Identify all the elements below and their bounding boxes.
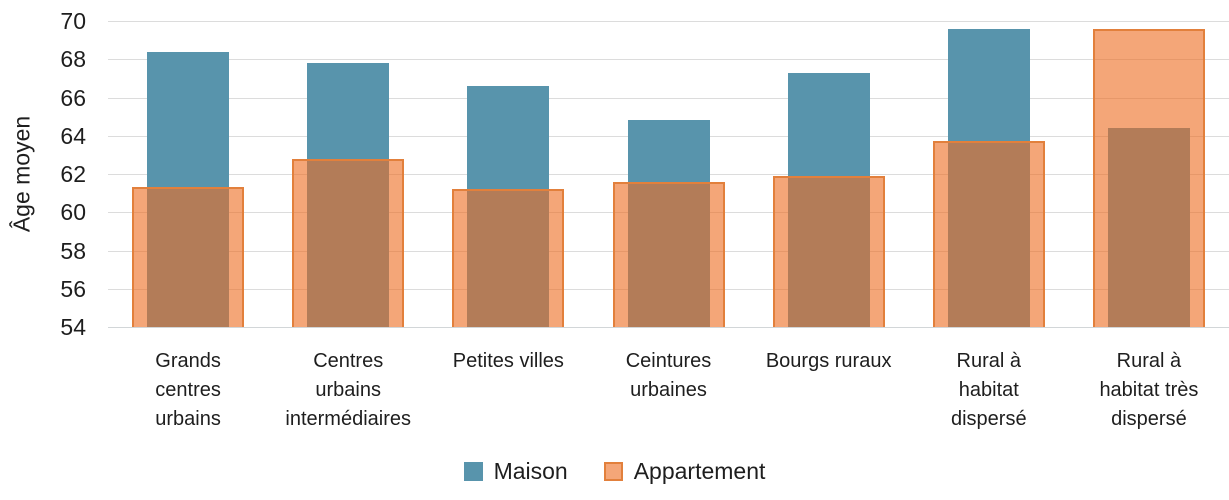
x-category-label: Bourgs ruraux xyxy=(765,350,892,372)
bar-appartement-0 xyxy=(132,187,245,327)
y-tick-label: 58 xyxy=(60,237,86,264)
y-tick-label: 64 xyxy=(60,122,86,149)
bar-appartement-3 xyxy=(612,181,725,327)
y-tick-label: 68 xyxy=(60,46,86,73)
legend-item-maison: Maison xyxy=(463,458,568,485)
x-category-label: Centres urbains intermédiaires xyxy=(285,350,411,430)
gridline xyxy=(108,59,1229,61)
bar-appartement-5 xyxy=(932,141,1045,327)
x-category-label: Rural à habitat très dispersé xyxy=(1099,350,1199,430)
legend-swatch-maison xyxy=(463,462,483,481)
x-category-label: Grands centres urbains xyxy=(155,350,221,430)
legend-label-appartement: Appartement xyxy=(633,458,766,484)
gridline xyxy=(108,21,1229,22)
y-tick-label: 66 xyxy=(60,84,86,111)
legend-item-appartement: Appartement xyxy=(603,458,766,485)
y-tick-label: 56 xyxy=(60,275,86,302)
gridline xyxy=(108,97,1229,99)
y-tick-label: 62 xyxy=(60,161,86,187)
legend: Maison Appartement xyxy=(0,458,1229,485)
legend-swatch-appartement xyxy=(603,462,623,481)
bar-appartement-6 xyxy=(1092,28,1205,327)
y-tick-label: 70 xyxy=(60,8,86,34)
x-axis-line xyxy=(108,327,1229,328)
bar-appartement-4 xyxy=(772,175,885,327)
legend-label-maison: Maison xyxy=(493,458,568,484)
bar-appartement-1 xyxy=(292,158,405,327)
x-category-label: Ceintures urbaines xyxy=(625,350,712,401)
x-category-label: Rural à habitat dispersé xyxy=(950,350,1027,430)
y-tick-label: 60 xyxy=(60,199,86,226)
x-category-label: Petites villes xyxy=(452,350,564,372)
y-tick-label: 54 xyxy=(60,314,86,340)
bar-appartement-2 xyxy=(452,189,565,327)
